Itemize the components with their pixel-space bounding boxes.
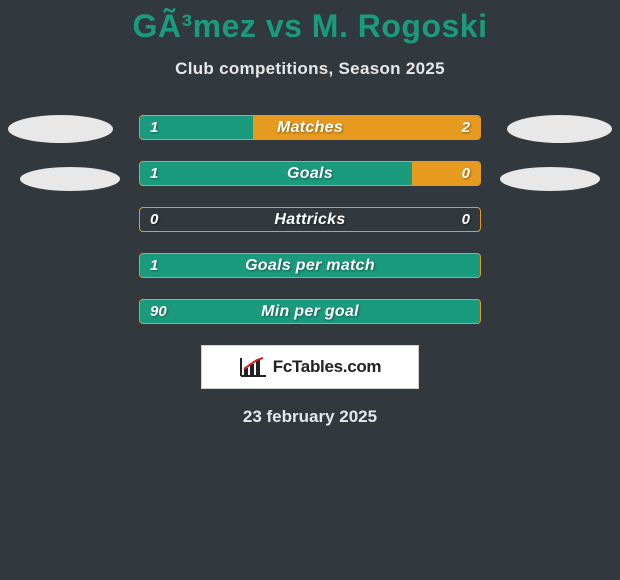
stat-label: Goals per match <box>140 254 480 277</box>
snapshot-date: 23 february 2025 <box>0 407 620 427</box>
bars-container: 12Matches 10Goals 00Hattricks 1Goals per ma… <box>139 115 481 324</box>
comparison-arena: 12Matches 10Goals 00Hattricks 1Goals per ma… <box>0 115 620 324</box>
player-left-ellipse-1 <box>8 115 113 143</box>
stat-bar: 90Min per goal <box>139 299 481 324</box>
source-logo: FcTables.com <box>201 345 419 389</box>
stat-bar: 1Goals per match <box>139 253 481 278</box>
stat-bar: 12Matches <box>139 115 481 140</box>
page-title: GÃ³mez vs M. Rogoski <box>0 0 620 45</box>
page-subtitle: Club competitions, Season 2025 <box>0 59 620 79</box>
player-right-ellipse-2 <box>500 167 600 191</box>
logo-text: FcTables.com <box>273 357 382 377</box>
player-right-ellipse-1 <box>507 115 612 143</box>
stat-bar: 10Goals <box>139 161 481 186</box>
stat-label: Min per goal <box>140 300 480 323</box>
stat-label: Hattricks <box>140 208 480 231</box>
stat-label: Matches <box>140 116 480 139</box>
player-left-ellipse-2 <box>20 167 120 191</box>
stat-label: Goals <box>140 162 480 185</box>
bar-chart-icon <box>239 356 267 378</box>
stat-bar: 00Hattricks <box>139 207 481 232</box>
